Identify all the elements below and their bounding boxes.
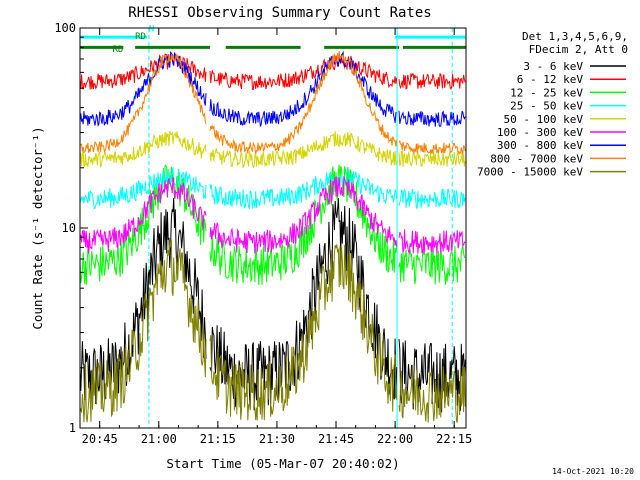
flag-label-1: RD bbox=[112, 45, 123, 55]
legend: Det 1,3,4,5,6,9,FDecim 2, Att 0 3 - 6 keV… bbox=[477, 30, 628, 179]
y-tick-label-2: 1 bbox=[69, 421, 76, 435]
series-2-segment-0 bbox=[79, 164, 207, 285]
series-5-segment-1 bbox=[209, 176, 398, 254]
legend-header-1: FDecim 2, Att 0 bbox=[529, 43, 628, 56]
x-tick-label-5: 22:00 bbox=[377, 432, 413, 446]
legend-label-0: 3 - 6 keV bbox=[523, 60, 583, 73]
series-3-segment-1 bbox=[209, 168, 398, 209]
flag-label-0: N bbox=[149, 25, 154, 35]
series-4-segment-0 bbox=[79, 130, 207, 168]
series-1-segment-2 bbox=[398, 73, 466, 91]
series-0-segment-0 bbox=[79, 197, 207, 405]
legend-label-7: 800 - 7000 keV bbox=[490, 152, 583, 165]
x-axis-label: Start Time (05-Mar-07 20:40:02) bbox=[166, 456, 399, 471]
series-3-segment-0 bbox=[79, 166, 207, 210]
x-tick-label-1: 21:00 bbox=[141, 432, 177, 446]
y-axis-label: Count Rate (s⁻¹ detector⁻¹) bbox=[30, 126, 45, 329]
x-tick-label-6: 22:15 bbox=[436, 432, 472, 446]
axis-ticks: 20:45 21:00 21:15 21:30 21:45 22:00 22:15 100 10… bbox=[54, 21, 472, 446]
legend-header-0: Det 1,3,4,5,6,9, bbox=[522, 30, 628, 43]
series-0-segment-1 bbox=[209, 197, 398, 411]
series-5-segment-2 bbox=[398, 229, 466, 255]
legend-label-6: 300 - 800 keV bbox=[497, 139, 583, 152]
legend-label-4: 50 - 100 keV bbox=[504, 113, 584, 126]
series-6-segment-2 bbox=[398, 110, 466, 128]
x-tick-label-0: 20:45 bbox=[82, 432, 118, 446]
legend-label-1: 6 - 12 keV bbox=[517, 73, 584, 86]
legend-label-3: 25 - 50 keV bbox=[510, 100, 583, 113]
x-tick-label-3: 21:30 bbox=[259, 432, 295, 446]
series-2-segment-1 bbox=[209, 164, 398, 286]
series-1-segment-1 bbox=[209, 54, 398, 90]
series-6-segment-1 bbox=[209, 50, 397, 127]
series-8-segment-2 bbox=[398, 364, 466, 423]
flag-label-2: RD bbox=[135, 32, 146, 42]
series-7-segment-2 bbox=[398, 139, 466, 156]
series-3-segment-2 bbox=[398, 188, 466, 209]
legend-label-8: 7000 - 15000 keV bbox=[477, 166, 583, 179]
timestamp: 14-Oct-2021 10:20 bbox=[552, 467, 634, 476]
legend-label-2: 12 - 25 keV bbox=[510, 86, 583, 99]
series-lines bbox=[79, 50, 466, 423]
series-0-segment-2 bbox=[398, 339, 466, 413]
series-8-segment-1 bbox=[209, 244, 398, 421]
legend-label-5: 100 - 300 keV bbox=[497, 126, 583, 139]
series-5-segment-0 bbox=[79, 177, 207, 254]
series-8-segment-0 bbox=[79, 239, 207, 423]
series-6-segment-0 bbox=[79, 50, 207, 127]
x-tick-label-2: 21:15 bbox=[200, 432, 236, 446]
chart-title: RHESSI Observing Summary Count Rates bbox=[128, 5, 431, 21]
y-tick-label-1: 10 bbox=[62, 221, 76, 235]
series-4-segment-1 bbox=[209, 131, 397, 169]
series-4-segment-2 bbox=[398, 149, 466, 167]
series-7-segment-1 bbox=[209, 50, 398, 155]
x-tick-label-4: 21:45 bbox=[318, 432, 354, 446]
series-7-segment-0 bbox=[79, 53, 207, 154]
y-tick-label-0: 100 bbox=[54, 21, 76, 35]
